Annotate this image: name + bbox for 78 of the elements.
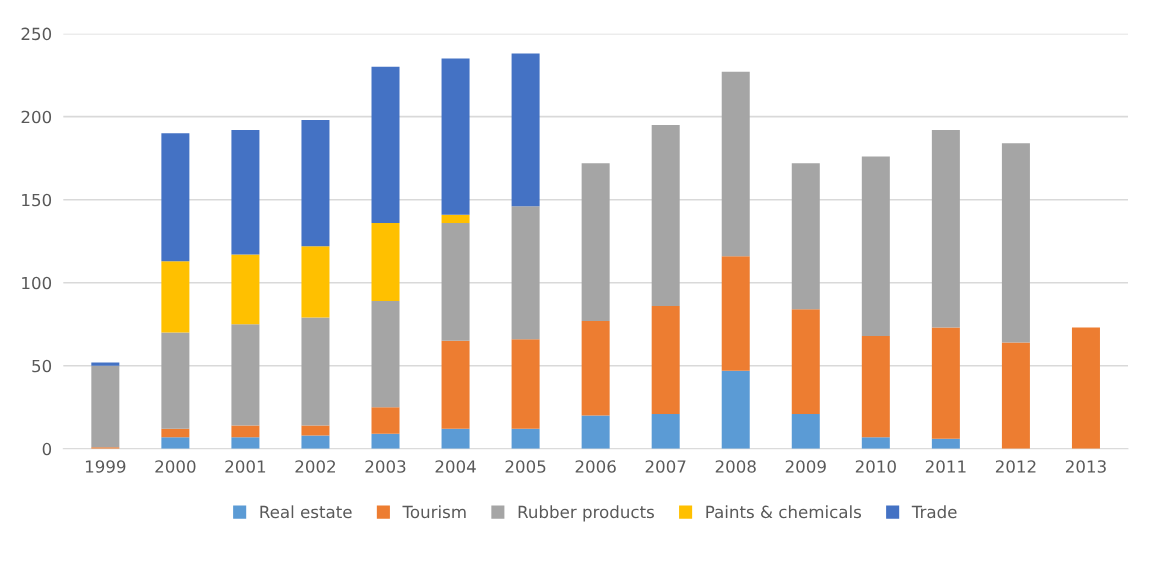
bar [371, 407, 400, 434]
bar [371, 222, 400, 302]
bar [581, 320, 610, 416]
x-tick-label: 2004 [435, 460, 476, 473]
x-tick-label: 2005 [505, 460, 546, 473]
legend-label: Rubber products [518, 505, 654, 522]
bar [301, 120, 330, 247]
x-tick-label: 2000 [155, 460, 196, 473]
bar [301, 246, 330, 318]
bar [511, 206, 540, 340]
bar [651, 305, 680, 414]
bar [371, 433, 400, 449]
bar [931, 129, 960, 328]
bar [441, 428, 470, 449]
bar [441, 214, 470, 223]
bar [721, 256, 750, 371]
bar [511, 53, 540, 207]
y-tick-label: 50 [32, 359, 52, 373]
bar [511, 428, 540, 449]
bar [931, 327, 960, 439]
bar [231, 254, 260, 325]
bar [371, 301, 400, 408]
bar [511, 339, 540, 429]
bar [161, 428, 190, 438]
bar [651, 124, 680, 306]
bar [301, 317, 330, 426]
bar [441, 58, 470, 215]
bar [791, 309, 820, 414]
y-tick-label: 250 [21, 27, 52, 41]
y-tick-label: 200 [21, 110, 52, 124]
bar [231, 129, 260, 255]
legend-label: Tourism [402, 505, 466, 519]
x-tick-label: 2003 [365, 460, 406, 473]
bar [791, 163, 820, 310]
bar [301, 435, 330, 449]
bar [231, 437, 260, 449]
x-tick-label: 2008 [715, 460, 756, 473]
bar [441, 340, 470, 429]
y-tick-label: 0 [42, 442, 52, 456]
bar [931, 438, 960, 449]
bar [581, 415, 610, 449]
legend-label: Paints & chemicals [706, 505, 862, 519]
bar [161, 332, 190, 429]
bar [161, 437, 190, 449]
bar [1071, 327, 1100, 449]
x-tick-label: 2011 [925, 460, 966, 473]
x-tick-label: 2006 [575, 460, 616, 473]
bar [231, 425, 260, 438]
x-tick-label: 2002 [295, 460, 335, 473]
bar [861, 437, 890, 449]
legend-label: Trade [911, 505, 957, 519]
bar [91, 365, 120, 448]
bar [91, 362, 120, 366]
bar [1001, 143, 1030, 343]
bar [371, 66, 400, 223]
bar [231, 324, 260, 426]
y-tick-label: 100 [22, 276, 52, 290]
bar [861, 335, 890, 438]
x-tick-label: 1999 [85, 460, 126, 473]
bar [441, 222, 470, 341]
bar [861, 156, 890, 336]
x-tick-label: 2001 [225, 460, 266, 473]
bar [1001, 342, 1030, 449]
x-tick-label: 2009 [785, 460, 826, 473]
x-tick-label: 2010 [855, 460, 896, 473]
x-tick-label: 2012 [995, 460, 1036, 473]
bar [721, 71, 750, 257]
bar [791, 413, 820, 449]
y-tick-label: 150 [22, 193, 52, 207]
legend-label: Real estate [260, 505, 352, 519]
x-tick-label: 2007 [645, 460, 686, 473]
x-tick-label: 2013 [1065, 460, 1106, 473]
bar [161, 133, 190, 262]
bar [581, 163, 610, 321]
bar [651, 413, 680, 449]
bar [721, 370, 750, 449]
bar [161, 261, 190, 333]
bar [301, 425, 330, 436]
